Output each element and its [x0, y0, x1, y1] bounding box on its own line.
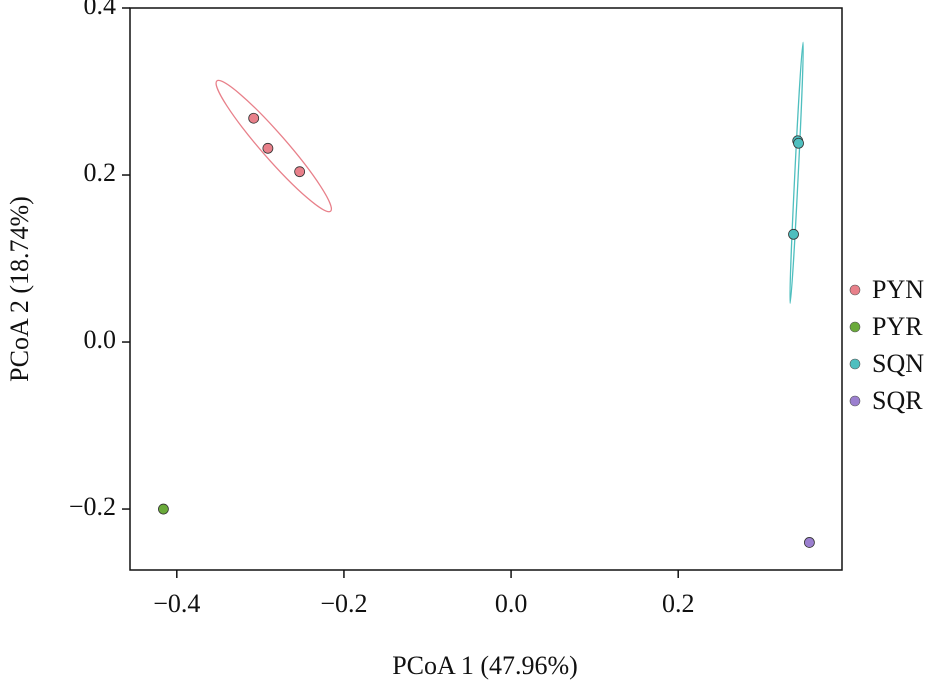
y-tick-label: 0.4: [84, 0, 117, 20]
y-tick-label: −0.2: [69, 492, 116, 521]
x-axis-label: PCoA 1 (47.96%): [392, 651, 578, 680]
x-tick-label: 0.2: [662, 589, 695, 618]
x-tick-label: −0.2: [320, 589, 367, 618]
point: [793, 137, 804, 149]
legend-label: SQR: [872, 386, 923, 415]
legend-marker: [849, 321, 861, 333]
point: [804, 537, 815, 548]
legend-marker: [849, 358, 861, 370]
plot-frame: [129, 7, 843, 571]
x-tick-label: 0.0: [495, 589, 528, 618]
point: [788, 228, 799, 240]
confidence-ellipse: [215, 79, 333, 213]
point: [248, 112, 260, 124]
y-tick-label: 0.0: [84, 325, 117, 354]
point: [294, 166, 306, 178]
legend-marker: [849, 284, 861, 296]
y-axis-label: PCoA 2 (18.74%): [5, 196, 34, 382]
point: [262, 142, 274, 154]
x-tick-label: −0.4: [153, 589, 200, 618]
confidence-ellipse: [789, 41, 804, 304]
legend-label: SQN: [872, 349, 924, 378]
legend-label: PYN: [872, 275, 924, 304]
y-tick-label: 0.2: [84, 158, 117, 187]
point: [158, 503, 169, 515]
legend-marker: [849, 395, 861, 407]
legend-label: PYR: [872, 312, 923, 341]
